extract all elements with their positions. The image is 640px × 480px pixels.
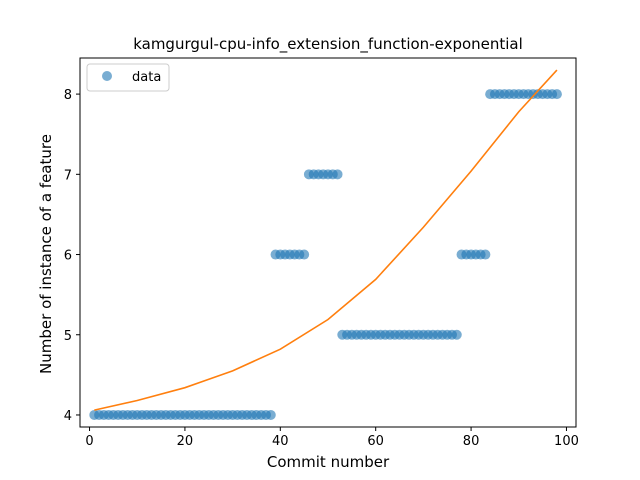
y-tick-label: 5 [64,329,72,344]
data-point [451,329,462,340]
data-point [480,249,491,260]
x-tick-label: 100 [554,434,579,449]
x-axis-label: Commit number [267,453,390,471]
legend: data [86,63,170,92]
x-tick-label: 20 [177,434,194,449]
y-axis-label: Number of instance of a feature [37,134,55,374]
y-tick-label: 7 [64,168,72,183]
y-tick-label: 8 [64,88,72,103]
fit-line [94,69,558,411]
x-tick-label: 0 [85,434,93,449]
x-tick-label: 40 [272,434,289,449]
axes-frame [79,57,577,428]
data-point [551,89,562,100]
legend-frame [86,63,170,92]
data-point [299,249,310,260]
chart-title: kamgurgul-cpu-info_extension_function-ex… [133,35,523,54]
x-tick-label: 60 [367,434,384,449]
y-tick-label: 6 [64,249,72,264]
y-tick-label: 4 [64,409,72,424]
data-point [265,409,276,420]
plot-area: 0 20 40 60 80 100 4 5 6 7 8 [64,57,579,449]
x-tick-label: 80 [463,434,480,449]
data-point [332,169,343,180]
legend-data-label: data [132,70,161,85]
legend-data-marker [102,71,112,81]
